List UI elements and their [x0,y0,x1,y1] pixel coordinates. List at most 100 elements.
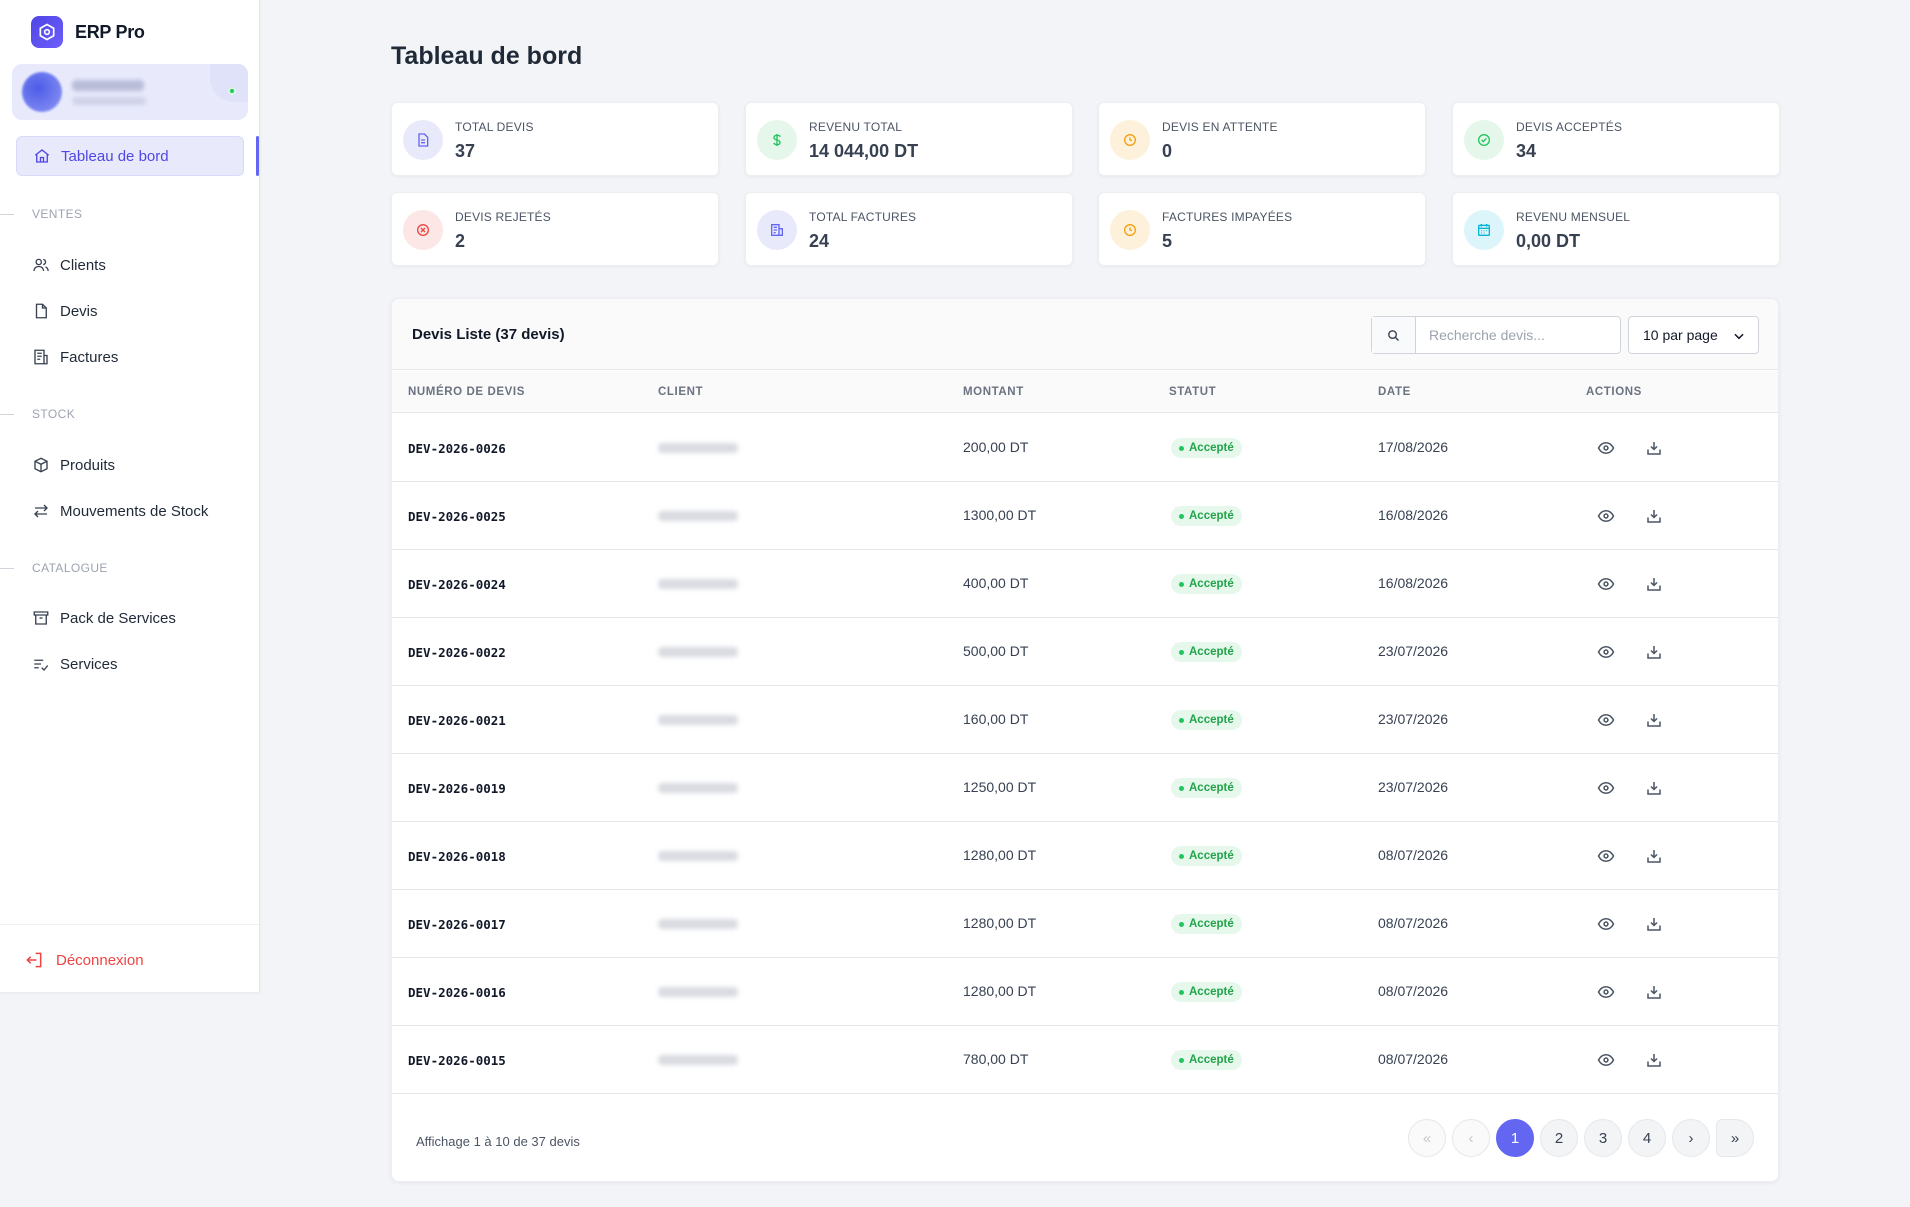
download-icon[interactable] [1644,574,1664,594]
sidebar-item-services[interactable]: Services [16,644,244,684]
table-row[interactable]: DEV-2026-0026 200,00 DT Accepté 17/08/2026 [392,414,1778,482]
list-check-icon [34,659,49,671]
column-header[interactable]: STATUT [1169,386,1217,398]
first-page-button[interactable]: « [1408,1119,1446,1157]
table-row[interactable]: DEV-2026-0022 500,00 DT Accepté 23/07/2026 [392,618,1778,686]
devis-date: 23/07/2026 [1378,711,1449,727]
page-button-4[interactable]: 4 [1628,1119,1666,1157]
sidebar-item-clients[interactable]: Clients [16,245,244,285]
client-name-blurred [658,919,738,929]
devis-amount: 500,00 DT [963,643,1029,659]
download-icon[interactable] [1644,778,1664,798]
status-dot-icon [1179,581,1184,587]
devis-date: 23/07/2026 [1378,643,1449,659]
devis-number: DEV-2026-0026 [408,441,506,456]
view-eye-icon[interactable] [1596,438,1616,458]
stat-value: 0,00 DT [1516,231,1581,251]
column-header[interactable]: CLIENT [658,386,704,398]
table-row[interactable]: DEV-2026-0025 1300,00 DT Accepté 16/08/2026 [392,482,1778,550]
view-eye-icon[interactable] [1596,1050,1616,1070]
column-header[interactable]: DATE [1378,386,1411,398]
view-eye-icon[interactable] [1596,506,1616,526]
download-icon[interactable] [1644,642,1664,662]
view-eye-icon[interactable] [1596,642,1616,662]
stat-card-total-factures: TOTAL FACTURES 24 [745,192,1073,266]
download-icon[interactable] [1644,982,1664,1002]
page-button-2[interactable]: 2 [1540,1119,1578,1157]
download-icon[interactable] [1644,914,1664,934]
devis-amount: 160,00 DT [963,711,1029,727]
client-name-blurred [658,851,738,861]
status-badge: Accepté [1171,914,1242,934]
next-page-button[interactable]: › [1672,1119,1710,1157]
view-eye-icon[interactable] [1596,914,1616,934]
devis-number: DEV-2026-0025 [408,509,506,524]
sidebar-item-devis[interactable]: Devis [16,291,244,331]
document-icon [403,120,443,160]
stat-label: REVENU MENSUEL [1516,210,1631,224]
brand-name: ERP Pro [75,21,145,42]
column-header[interactable]: MONTANT [963,386,1024,398]
devis-amount: 400,00 DT [963,575,1029,591]
devis-number: DEV-2026-0019 [408,781,506,796]
sidebar-item-produits[interactable]: Produits [16,445,244,485]
download-icon[interactable] [1644,710,1664,730]
download-icon[interactable] [1644,846,1664,866]
table-row[interactable]: DEV-2026-0021 160,00 DT Accepté 23/07/2026 [392,686,1778,754]
logout-button[interactable]: Déconnexion [24,950,144,970]
column-header[interactable]: NUMÉRO DE DEVIS [408,386,525,398]
devis-date: 08/07/2026 [1378,915,1449,931]
table-row[interactable]: DEV-2026-0019 1250,00 DT Accepté 23/07/2026 [392,754,1778,822]
sidebar: ERP Pro Tableau de bord VENTES Clients D… [0,0,260,992]
devis-table-card: Devis Liste (37 devis) 10 par page NUMÉR… [391,298,1779,1182]
sidebar-item-label: Factures [60,348,119,366]
sidebar-item-dashboard[interactable]: Tableau de bord [16,136,244,176]
view-eye-icon[interactable] [1596,778,1616,798]
stat-label: TOTAL FACTURES [809,210,917,224]
table-row[interactable]: DEV-2026-0015 780,00 DT Accepté 08/07/2026 [392,1026,1778,1094]
download-icon[interactable] [1644,438,1664,458]
status-badge: Accepté [1171,846,1242,866]
client-name-blurred [658,511,738,521]
brand[interactable]: ERP Pro [31,16,145,48]
column-header: ACTIONS [1586,386,1642,398]
per-page-select[interactable]: 10 par page [1628,316,1759,354]
sidebar-item-label: Produits [60,456,116,474]
stat-label: DEVIS REJETÉS [455,210,551,224]
view-eye-icon[interactable] [1596,846,1616,866]
sidebar-item-mouvements[interactable]: Mouvements de Stock [16,491,244,531]
user-card[interactable] [12,64,248,120]
search-box [1371,316,1621,354]
home-icon [34,149,50,163]
table-row[interactable]: DEV-2026-0018 1280,00 DT Accepté 08/07/2026 [392,822,1778,890]
page-button-1[interactable]: 1 [1496,1119,1534,1157]
search-icon[interactable] [1372,317,1416,353]
client-name-blurred [658,1055,738,1065]
devis-number: DEV-2026-0016 [408,985,506,1000]
status-dot-icon [1179,445,1184,451]
table-row[interactable]: DEV-2026-0016 1280,00 DT Accepté 08/07/2026 [392,958,1778,1026]
sidebar-item-pack-services[interactable]: Pack de Services [16,598,244,638]
download-icon[interactable] [1644,506,1664,526]
table-row[interactable]: DEV-2026-0024 400,00 DT Accepté 16/08/2026 [392,550,1778,618]
stat-card-devis-acceptes: DEVIS ACCEPTÉS 34 [1452,102,1780,176]
devis-date: 08/07/2026 [1378,1051,1449,1067]
transfer-arrows-icon [34,504,48,518]
user-name-blurred [72,79,144,91]
status-badge: Accepté [1171,1050,1242,1070]
search-input[interactable] [1416,317,1620,353]
sidebar-item-label: Pack de Services [60,609,176,627]
view-eye-icon[interactable] [1596,574,1616,594]
devis-number: DEV-2026-0024 [408,577,506,592]
status-dot-icon [1179,921,1184,927]
devis-number: DEV-2026-0015 [408,1053,506,1068]
table-row[interactable]: DEV-2026-0017 1280,00 DT Accepté 08/07/2026 [392,890,1778,958]
prev-page-button[interactable]: ‹ [1452,1119,1490,1157]
download-icon[interactable] [1644,1050,1664,1070]
view-eye-icon[interactable] [1596,710,1616,730]
sidebar-item-factures[interactable]: Factures [16,337,244,377]
page-button-3[interactable]: 3 [1584,1119,1622,1157]
last-page-button[interactable]: » [1716,1119,1754,1157]
brand-logo-icon [31,16,63,48]
view-eye-icon[interactable] [1596,982,1616,1002]
